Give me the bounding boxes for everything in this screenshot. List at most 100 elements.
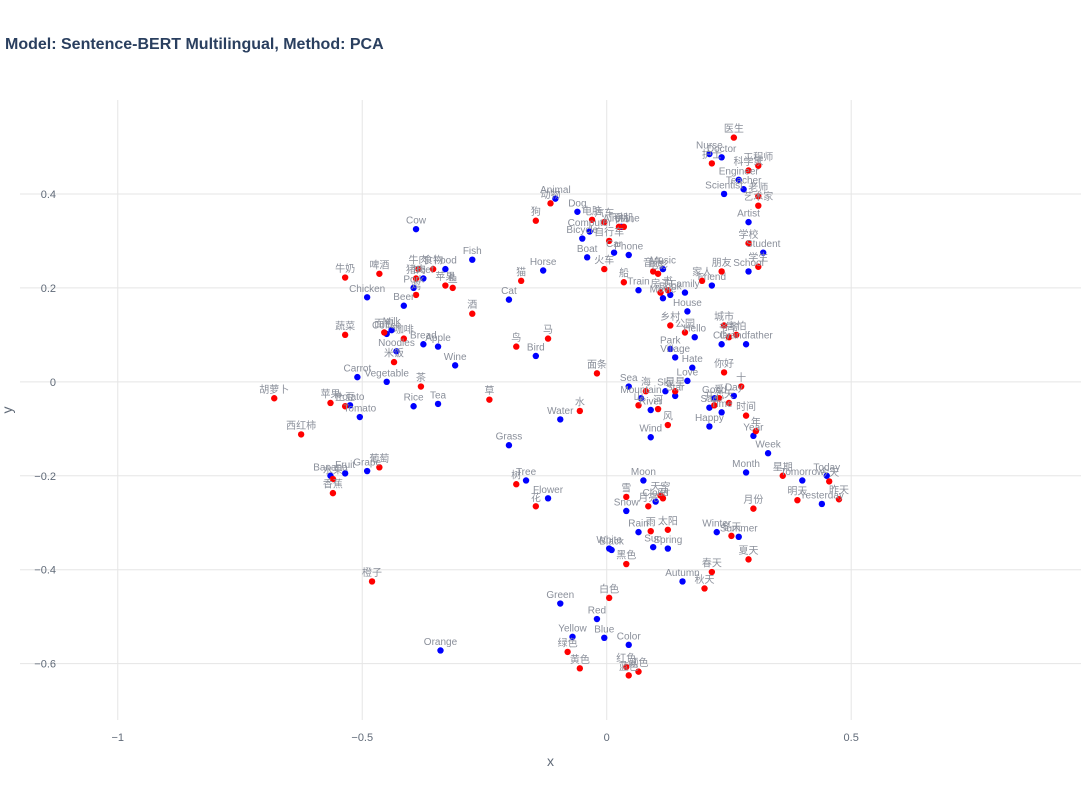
point-label: 牛奶 — [335, 262, 355, 275]
point-label: Dog — [568, 198, 586, 209]
point-label: 十 — [736, 371, 746, 384]
point-label: 面包 — [374, 317, 394, 330]
data-point — [659, 265, 667, 273]
data-point — [505, 442, 513, 449]
data-point — [601, 265, 608, 273]
data-point — [437, 647, 444, 654]
data-point — [698, 277, 706, 285]
data-point — [593, 370, 601, 377]
data-point — [708, 160, 716, 167]
data-point — [711, 395, 718, 402]
data-point — [513, 343, 520, 350]
point-label: 黑色 — [616, 549, 636, 562]
data-point — [659, 295, 667, 302]
point-label: School — [733, 258, 764, 269]
point-label: 苹果 — [435, 270, 455, 283]
data-point — [764, 450, 772, 457]
point-label: 音乐 — [643, 256, 663, 269]
point-label: Black — [599, 536, 624, 547]
data-point — [505, 296, 513, 303]
data-point — [608, 546, 615, 554]
data-point — [684, 377, 691, 385]
point-label: Fruit — [335, 460, 355, 471]
point-label: 秋天 — [695, 573, 715, 586]
point-label: 草 — [484, 385, 494, 397]
point-label: Banana — [313, 462, 348, 473]
point-label: 水果 — [323, 465, 343, 477]
point-label: 开心 — [704, 391, 724, 403]
point-label: 学校 — [739, 228, 759, 241]
point-label: Family — [670, 279, 699, 290]
point-label: Friend — [698, 272, 726, 283]
data-point — [442, 282, 449, 289]
point-label: Engineer — [719, 166, 760, 177]
point-label: Book — [659, 281, 683, 292]
point-label: Cloud — [643, 488, 669, 499]
point-label: Wine — [444, 352, 467, 363]
data-point — [720, 369, 728, 376]
point-label: Time — [711, 399, 733, 410]
data-point — [442, 265, 449, 273]
data-point — [417, 383, 425, 390]
point-label: 食物 — [423, 254, 443, 267]
data-point — [522, 477, 530, 484]
data-point — [664, 287, 672, 294]
point-label: Artist — [737, 209, 760, 220]
data-point — [368, 578, 376, 585]
y-tick-label: 0.4 — [41, 189, 56, 201]
point-label: 马 — [543, 324, 553, 336]
data-point — [759, 249, 767, 256]
data-point — [701, 585, 708, 592]
point-label: 爷爷 — [719, 322, 739, 335]
y-tick-label: −0.6 — [34, 659, 56, 671]
point-label: Beer — [393, 292, 415, 303]
data-point — [434, 400, 442, 408]
data-point — [593, 615, 601, 623]
point-label: Music — [650, 256, 676, 267]
point-label: 花 — [531, 491, 541, 504]
point-label: 山 — [634, 391, 644, 403]
point-label: Beef — [413, 265, 434, 276]
data-point — [327, 399, 334, 407]
point-label: Snow — [614, 497, 640, 508]
point-label: 颜色 — [629, 656, 649, 669]
data-point — [689, 364, 696, 371]
data-point — [329, 475, 337, 483]
data-point — [569, 633, 576, 641]
data-point — [354, 373, 361, 381]
y-tick-label: −0.2 — [34, 471, 56, 483]
point-label: Village — [660, 344, 690, 355]
point-label: 家人 — [692, 265, 712, 278]
point-label: 橙子 — [362, 566, 382, 579]
point-label: River — [639, 397, 663, 408]
data-point — [547, 200, 554, 207]
point-label: Love — [677, 367, 699, 378]
data-point — [586, 228, 593, 235]
data-point — [750, 505, 757, 512]
data-point — [400, 335, 408, 342]
x-tick-label: 0.5 — [844, 732, 859, 744]
point-label: Good — [702, 385, 726, 396]
data-point — [420, 341, 427, 348]
data-point — [755, 193, 762, 200]
point-label: 汽车 — [594, 207, 614, 220]
data-point — [356, 413, 364, 421]
data-point — [818, 500, 826, 508]
point-label: 护士 — [702, 148, 722, 161]
data-point — [557, 416, 564, 423]
point-label: Tea — [430, 390, 447, 401]
data-point — [659, 495, 667, 502]
point-label: 树 — [511, 469, 521, 482]
point-label: 绿色 — [558, 636, 578, 649]
data-point — [745, 218, 752, 226]
data-point — [708, 282, 716, 289]
point-label: Apple — [425, 333, 451, 344]
data-point — [755, 162, 762, 169]
x-tick-label: −1 — [112, 732, 125, 744]
point-label: Spring — [653, 535, 682, 546]
point-label: 害怕 — [726, 319, 746, 332]
data-point — [620, 223, 628, 231]
data-point — [647, 527, 654, 535]
point-label: Pork — [403, 274, 425, 285]
